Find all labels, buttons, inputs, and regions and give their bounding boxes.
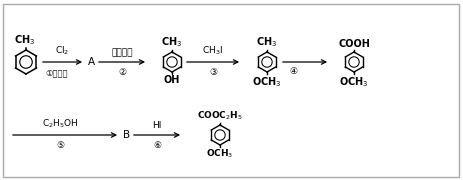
Text: COOC$_2$H$_5$: COOC$_2$H$_5$ — [197, 109, 243, 122]
Text: OH: OH — [164, 75, 180, 85]
Text: ④: ④ — [289, 67, 297, 76]
Text: OCH$_3$: OCH$_3$ — [339, 75, 369, 89]
Text: OCH$_3$: OCH$_3$ — [206, 148, 234, 161]
FancyBboxPatch shape — [3, 4, 459, 177]
Text: Cl$_2$: Cl$_2$ — [55, 44, 69, 57]
Text: 一定条件: 一定条件 — [111, 48, 133, 57]
Text: ③: ③ — [209, 68, 217, 77]
Text: ①催化剑: ①催化剑 — [46, 68, 68, 77]
Text: HI: HI — [152, 121, 162, 130]
Text: CH$_3$: CH$_3$ — [14, 33, 36, 47]
Text: ②: ② — [118, 68, 126, 77]
Text: COOH: COOH — [338, 39, 370, 49]
Text: CH$_3$: CH$_3$ — [257, 35, 278, 49]
Text: C$_2$H$_5$OH: C$_2$H$_5$OH — [42, 118, 78, 130]
Text: B: B — [123, 130, 130, 140]
Text: CH$_3$I: CH$_3$I — [202, 44, 224, 57]
Text: ⑤: ⑤ — [56, 141, 64, 150]
Text: A: A — [88, 57, 95, 67]
Text: CH$_3$: CH$_3$ — [162, 35, 182, 49]
Text: ⑥: ⑥ — [153, 141, 161, 150]
Text: OCH$_3$: OCH$_3$ — [252, 75, 282, 89]
